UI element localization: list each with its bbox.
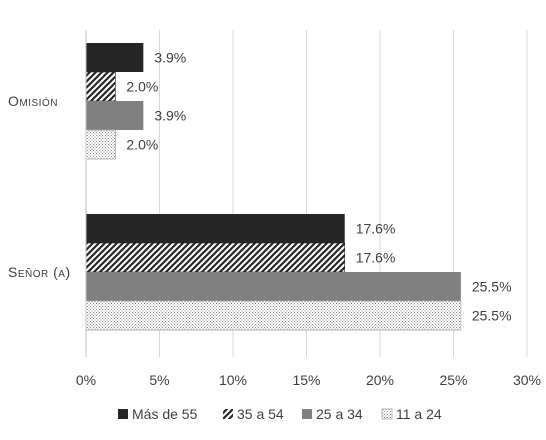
data-label: 25.5% bbox=[472, 308, 512, 324]
x-tick-label: 15% bbox=[292, 372, 320, 388]
data-label: 17.6% bbox=[356, 221, 396, 237]
x-tick-label: 5% bbox=[149, 372, 169, 388]
bar bbox=[86, 272, 461, 301]
data-label: 2.0% bbox=[126, 137, 158, 153]
x-tick-label: 10% bbox=[219, 372, 247, 388]
bar bbox=[86, 43, 144, 72]
axes: 0% 5% 10% 15% 20% 25% 30% Omisión Señor (a) bbox=[8, 30, 541, 388]
category-label: Omisión bbox=[8, 93, 58, 109]
legend-label: Más de 55 bbox=[132, 406, 198, 422]
data-label: 25.5% bbox=[472, 279, 512, 295]
bar bbox=[85, 242, 346, 273]
data-label: 17.6% bbox=[356, 250, 396, 266]
bar bbox=[86, 101, 144, 130]
x-tick-label: 30% bbox=[513, 372, 541, 388]
legend: Más de 55 35 a 54 25 a 34 11 a 24 bbox=[118, 406, 442, 422]
bar bbox=[85, 129, 116, 160]
plot-area bbox=[85, 43, 462, 331]
x-tick-label: 25% bbox=[439, 372, 467, 388]
data-label: 3.9% bbox=[154, 108, 186, 124]
legend-swatch bbox=[223, 409, 233, 419]
data-label: 2.0% bbox=[126, 79, 158, 95]
legend-label: 25 a 34 bbox=[316, 406, 363, 422]
legend-swatch bbox=[118, 409, 128, 419]
data-labels: 3.9% 2.0% 3.9% 2.0% 17.6% 17.6% 25.5% 25.5% bbox=[126, 50, 511, 324]
legend-label: 11 a 24 bbox=[396, 406, 442, 422]
x-tick-label: 0% bbox=[76, 372, 96, 388]
x-tick-label: 20% bbox=[366, 372, 394, 388]
bar bbox=[85, 300, 462, 331]
category-label: Señor (a) bbox=[8, 264, 71, 280]
data-label: 3.9% bbox=[154, 50, 186, 66]
bar bbox=[85, 71, 116, 102]
legend-swatch bbox=[381, 408, 393, 420]
bar bbox=[86, 214, 345, 243]
legend-swatch bbox=[302, 409, 312, 419]
legend-label: 35 a 54 bbox=[237, 406, 284, 422]
